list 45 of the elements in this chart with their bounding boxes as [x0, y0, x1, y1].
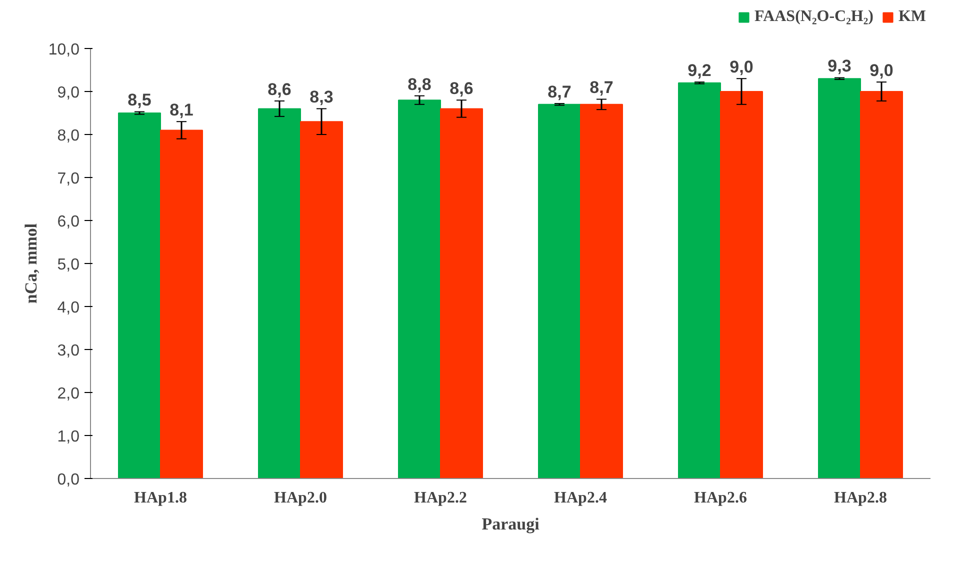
y-tick-label: 5,0 — [57, 256, 80, 274]
y-tick-label: 1,0 — [57, 428, 80, 446]
x-tick-label: HAp2.4 — [554, 490, 607, 506]
bar — [398, 100, 441, 478]
y-tick-label: 8,0 — [57, 128, 80, 144]
x-tick-label: HAp2.8 — [834, 490, 887, 506]
bar — [160, 130, 203, 478]
bar — [300, 121, 343, 478]
bar — [678, 82, 721, 478]
data-label: 8,3 — [310, 88, 334, 107]
x-tick-label: HAp2.6 — [694, 490, 747, 506]
data-label: 8,6 — [268, 80, 292, 99]
y-tick-label: 2,0 — [57, 386, 80, 402]
bar — [118, 112, 161, 478]
bar — [580, 104, 623, 478]
data-label: 9,3 — [828, 56, 852, 76]
data-label: 8,5 — [128, 90, 152, 110]
bar — [538, 104, 581, 478]
bar — [860, 91, 903, 478]
data-label: 8,1 — [170, 100, 194, 120]
x-tick-label: HAp2.0 — [274, 490, 327, 506]
data-label: 9,0 — [870, 61, 894, 80]
bar — [440, 108, 483, 478]
y-axis-title: nCa, mmol — [21, 223, 40, 304]
data-label: 8,8 — [408, 74, 432, 94]
x-tick-label: HAp1.8 — [134, 490, 187, 506]
data-label: 8,6 — [450, 79, 474, 98]
legend-label: FAAS(N₂O-C₂H₂) — [754, 8, 874, 26]
data-label: 8,7 — [548, 82, 572, 102]
x-tick-label: HAp2.2 — [414, 490, 467, 506]
bar — [720, 91, 763, 478]
y-tick-label: 7,0 — [57, 170, 80, 188]
y-tick-label: 9,0 — [57, 84, 80, 102]
y-tick-label: 4,0 — [57, 300, 80, 316]
bar — [258, 108, 301, 478]
x-axis-title: Paraugi — [482, 514, 540, 534]
bar — [818, 78, 861, 478]
y-tick-label: 3,0 — [57, 342, 80, 360]
y-tick-label: 0,0 — [57, 472, 80, 488]
legend-label: KM — [898, 8, 926, 26]
y-tick-label: 6,0 — [57, 214, 80, 230]
data-label: 9,0 — [730, 58, 754, 77]
y-tick-label: 10,0 — [48, 42, 80, 58]
data-label: 8,7 — [590, 78, 614, 98]
data-label: 9,2 — [688, 61, 712, 80]
